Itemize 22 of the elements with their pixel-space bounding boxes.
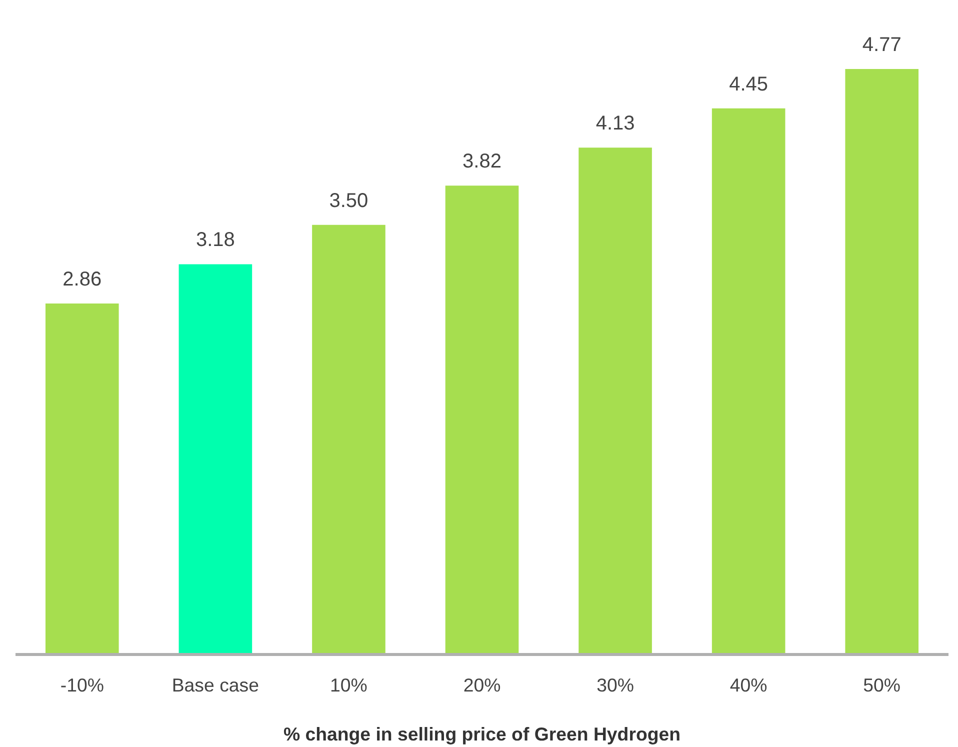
bar: [312, 224, 386, 654]
bar: [445, 186, 519, 654]
data-label: 4.13: [596, 112, 635, 135]
data-label: 3.50: [329, 190, 368, 212]
data-label: 4.45: [729, 73, 768, 96]
x-tick-label: Base case: [172, 674, 259, 696]
bar: [178, 264, 252, 654]
bar: [845, 69, 919, 654]
bar: [712, 108, 786, 654]
x-tick-label: 20%: [463, 674, 501, 696]
x-tick-label: -10%: [60, 674, 104, 696]
bar: [578, 148, 652, 654]
x-tick-label: 30%: [596, 674, 634, 696]
x-tick-label: 10%: [330, 674, 368, 696]
x-tick-label: 50%: [863, 674, 901, 696]
data-label: 3.18: [196, 229, 235, 252]
data-label: 4.77: [862, 34, 902, 56]
data-label: 2.86: [62, 268, 102, 290]
x-axis-title: % change in selling price of Green Hydrogen: [283, 724, 681, 744]
data-label: 3.82: [462, 150, 502, 173]
x-tick-label: 40%: [730, 674, 768, 696]
bar: [45, 303, 119, 654]
